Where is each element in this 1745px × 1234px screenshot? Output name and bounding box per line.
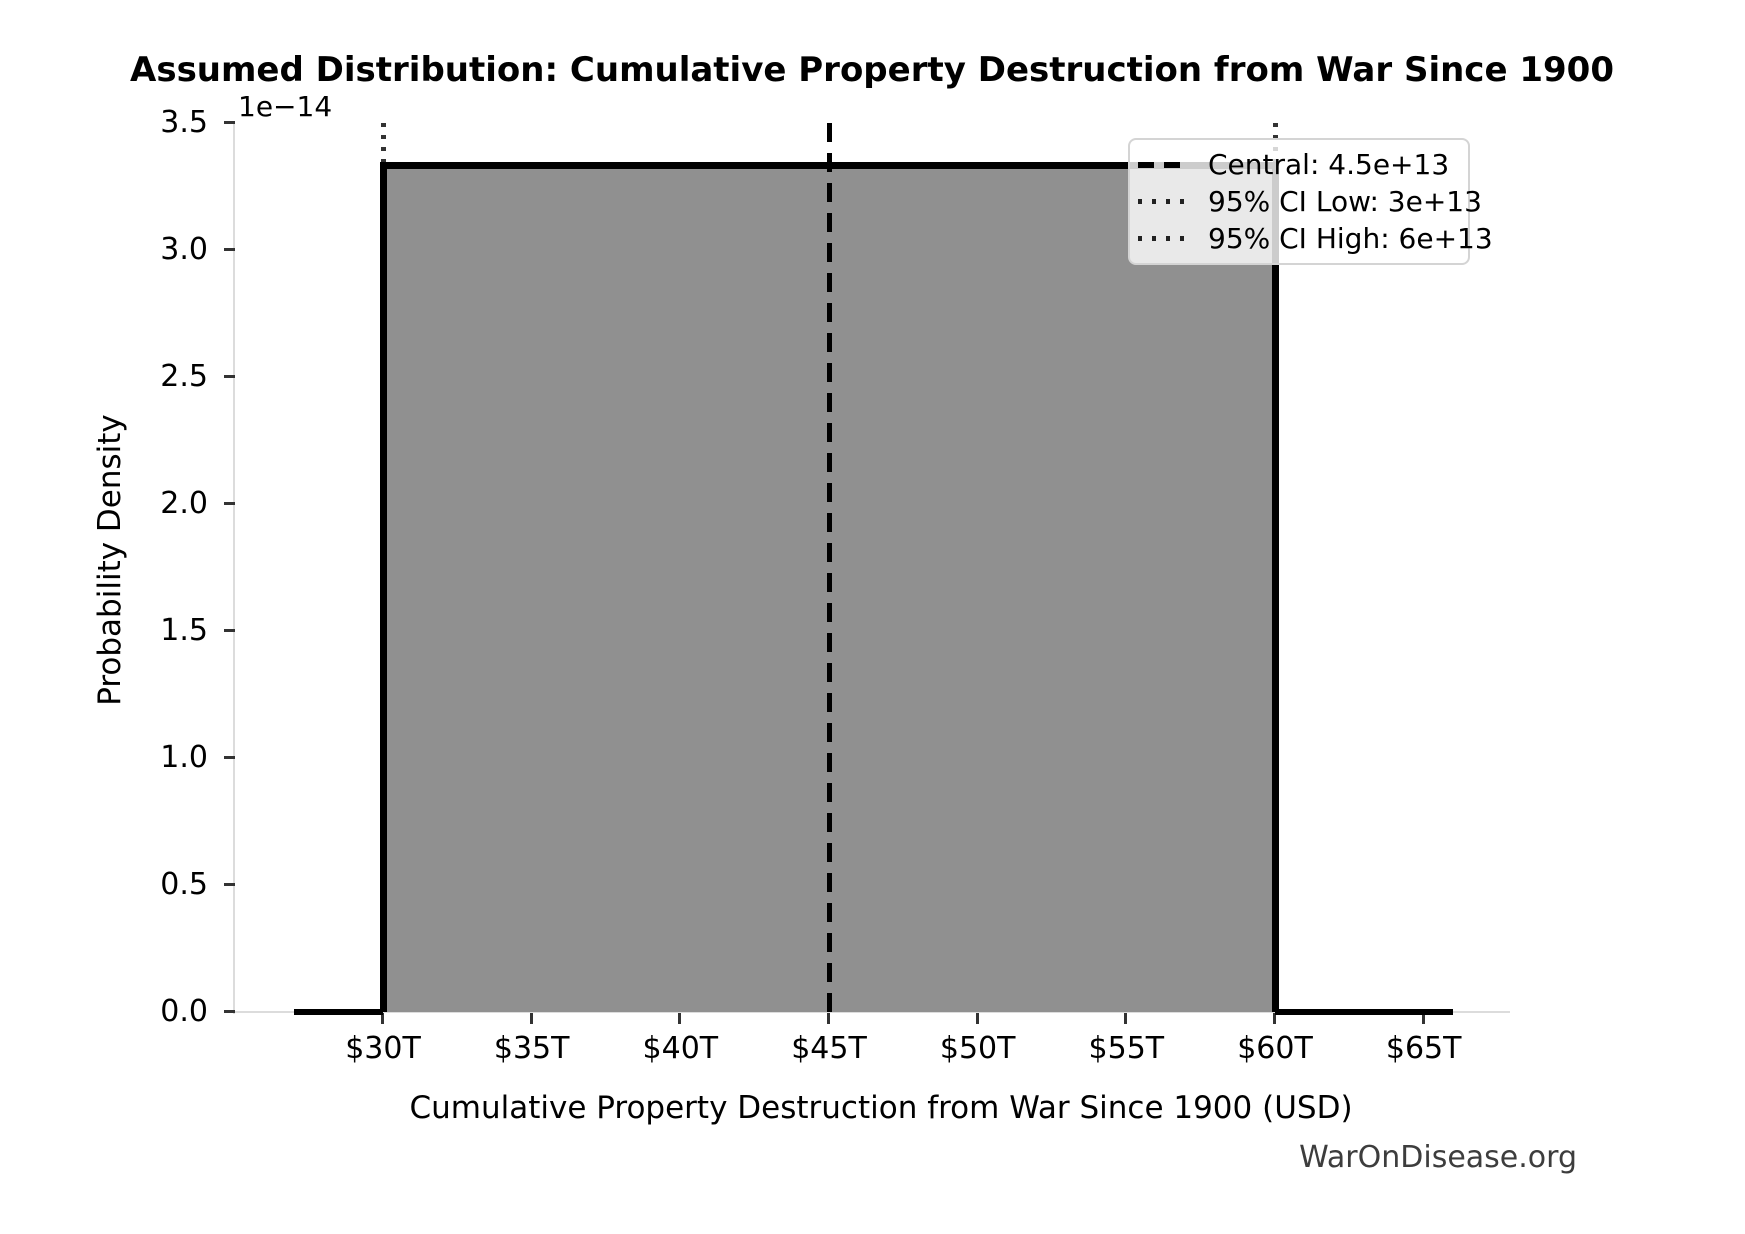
legend-dashed-line-icon xyxy=(1138,161,1184,168)
y-axis-label: Probability Density xyxy=(92,414,128,706)
x-tick-label: $45T xyxy=(791,1031,867,1066)
x-tick-label: $50T xyxy=(939,1031,1016,1066)
central-estimate-line xyxy=(827,123,832,1012)
y-tick-mark xyxy=(224,502,235,505)
y-tick-mark xyxy=(224,629,235,632)
y-tick-mark xyxy=(224,1010,235,1013)
y-tick-mark xyxy=(224,375,235,378)
y-tick-mark xyxy=(224,883,235,886)
pdf-line-right xyxy=(1272,162,1279,1012)
y-tick-mark xyxy=(224,248,235,251)
x-tick-mark xyxy=(678,1013,682,1024)
legend-row: 95% CI High: 6e+13 xyxy=(1138,222,1493,255)
x-axis-label: Cumulative Property Destruction from War… xyxy=(409,1090,1353,1126)
x-tick-mark xyxy=(529,1013,533,1024)
y-tick-label: 0.0 xyxy=(160,994,208,1029)
y-axis-spine xyxy=(233,123,235,1014)
x-tick-mark xyxy=(1421,1013,1425,1024)
y-tick-label: 2.0 xyxy=(160,486,208,521)
y-tick-label: 1.0 xyxy=(160,740,208,775)
chart-title: Assumed Distribution: Cumulative Propert… xyxy=(130,50,1614,90)
legend-label: 95% CI Low: 3e+13 xyxy=(1208,185,1482,218)
pdf-line-zero-right xyxy=(1275,1009,1453,1015)
legend-label: 95% CI High: 6e+13 xyxy=(1208,222,1493,255)
x-tick-mark xyxy=(1272,1013,1276,1024)
x-tick-label: $65T xyxy=(1385,1031,1462,1066)
y-tick-mark xyxy=(224,121,235,124)
y-tick-label: 1.5 xyxy=(160,613,208,648)
y-tick-label: 0.5 xyxy=(160,867,208,902)
x-tick-label: $35T xyxy=(493,1031,570,1066)
x-axis-spine xyxy=(233,1011,1510,1013)
x-tick-mark xyxy=(381,1013,384,1024)
y-axis-offset-label: 1e−14 xyxy=(238,90,333,123)
pdf-line-left xyxy=(380,162,387,1012)
pdf-line-zero-left xyxy=(294,1009,383,1015)
y-tick-label: 2.5 xyxy=(160,359,208,394)
legend-row: 95% CI Low: 3e+13 xyxy=(1138,185,1482,218)
x-tick-mark xyxy=(826,1013,830,1024)
legend: Central: 4.5e+13 95% CI Low: 3e+13 95% CI … xyxy=(1128,138,1493,265)
x-tick-label: $30T xyxy=(345,1031,421,1066)
y-tick-label: 3.0 xyxy=(160,232,208,267)
x-tick-mark xyxy=(975,1013,979,1024)
legend-dotted-line-icon xyxy=(1138,199,1184,204)
legend-dotted-line-icon xyxy=(1138,236,1184,241)
watermark: WarOnDisease.org xyxy=(1299,1140,1577,1175)
y-tick-mark xyxy=(224,756,235,759)
legend-row: Central: 4.5e+13 xyxy=(1138,148,1458,181)
x-tick-label: $40T xyxy=(642,1031,719,1066)
x-tick-label: $60T xyxy=(1237,1031,1313,1066)
x-tick-mark xyxy=(1124,1013,1128,1024)
legend-label: Central: 4.5e+13 xyxy=(1208,148,1450,181)
y-tick-label: 3.5 xyxy=(160,105,208,140)
x-tick-label: $55T xyxy=(1088,1031,1165,1066)
